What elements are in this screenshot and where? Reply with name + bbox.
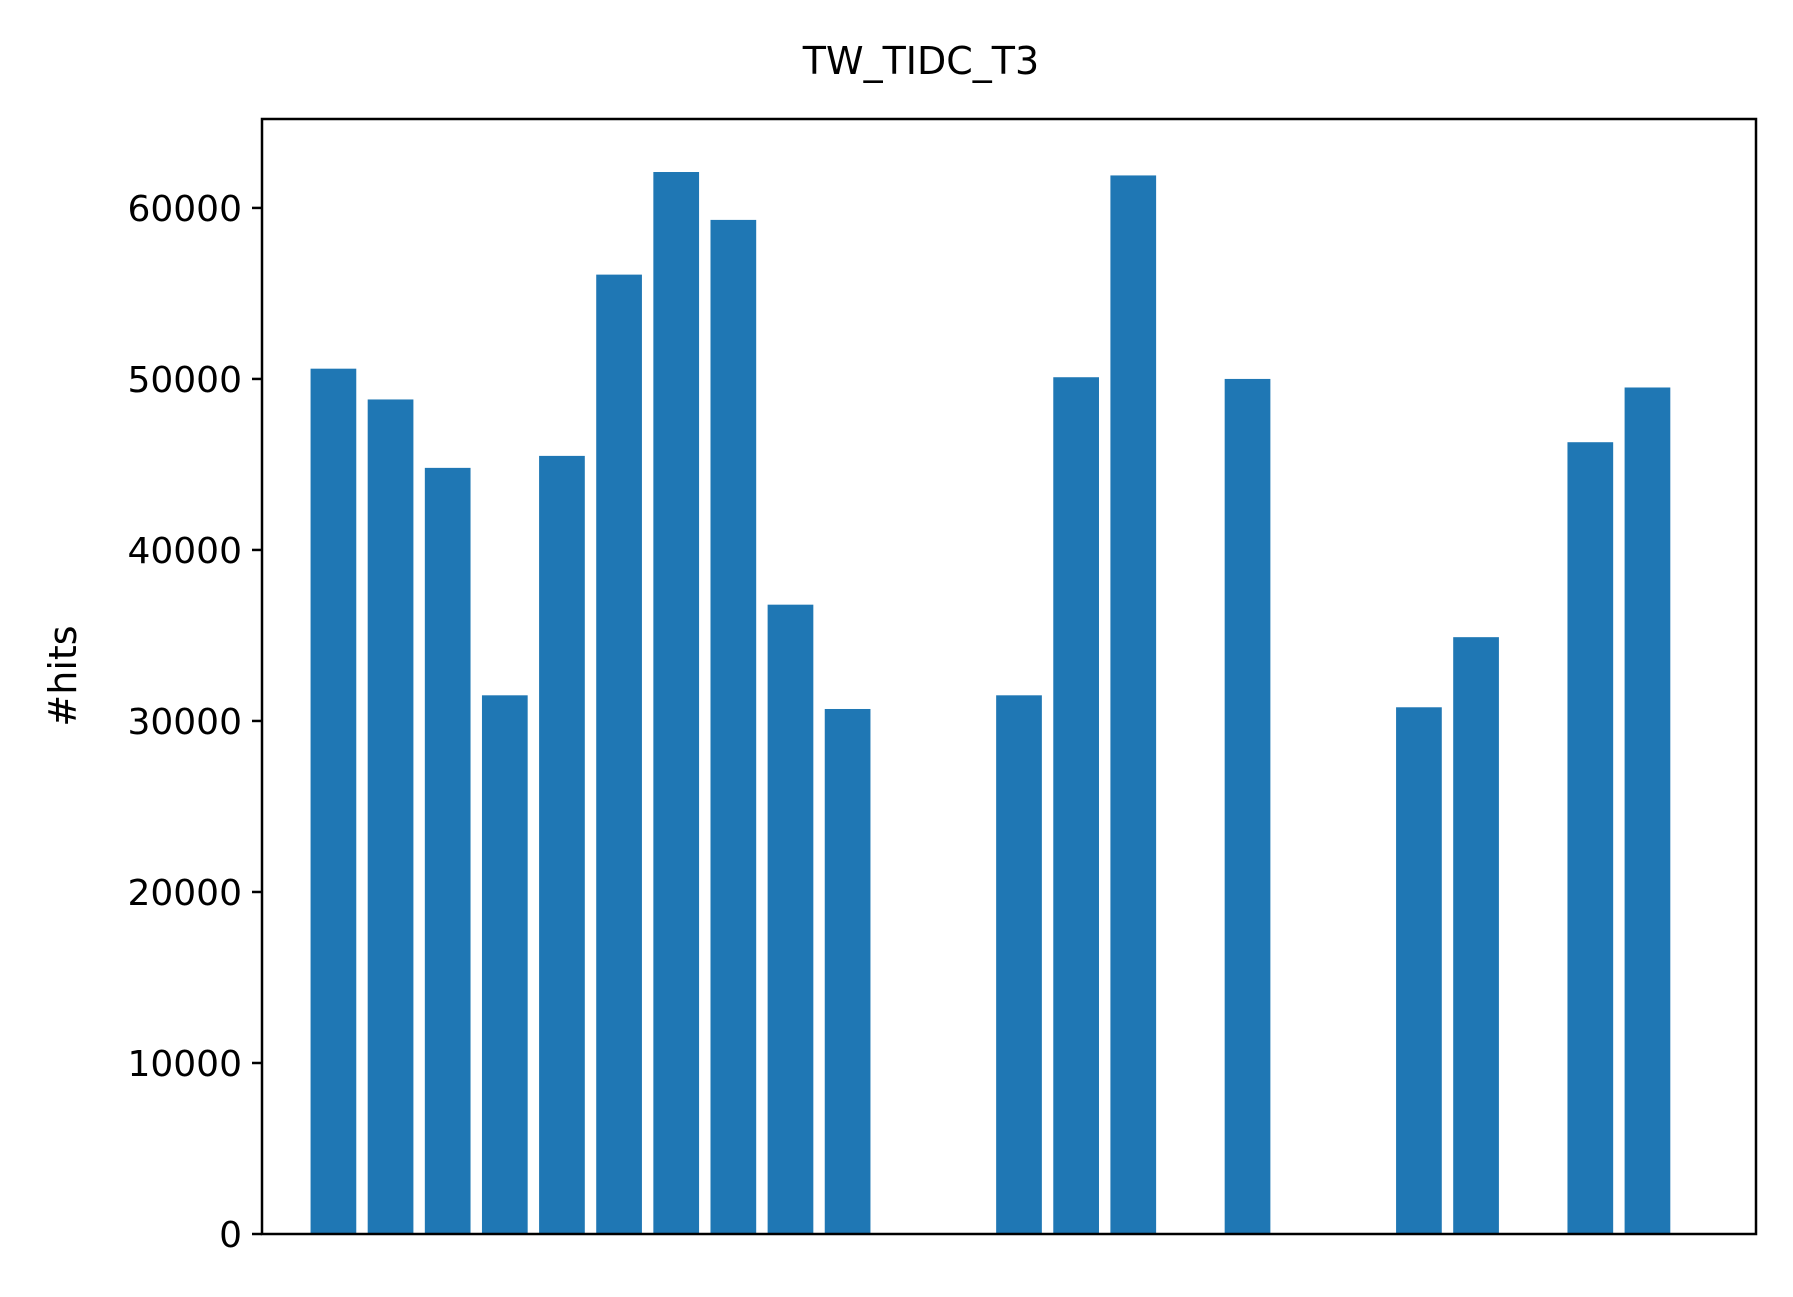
bar-6: [596, 274, 642, 1234]
bar-4: [481, 695, 528, 1234]
y-tick-label: 40000: [127, 531, 242, 572]
y-tick-label: 30000: [127, 702, 242, 743]
y-tick-label: 0: [219, 1215, 242, 1256]
bar-5: [539, 455, 585, 1234]
y-axis-label: #hits: [41, 625, 85, 726]
bar-10: [824, 708, 871, 1234]
bar-20: [1396, 707, 1442, 1234]
plot-frame: [260, 117, 1758, 1236]
bar-17: [1224, 378, 1271, 1234]
bar-3: [424, 467, 471, 1234]
bar-15: [1110, 175, 1157, 1235]
bar-7: [653, 172, 700, 1234]
y-tick-label: 50000: [127, 360, 242, 401]
bar-14: [1053, 377, 1099, 1235]
y-ticks-group: 0 10000 20000 30000 40000 50000 60000: [127, 189, 262, 1256]
bars-group: [310, 172, 1671, 1235]
bar-2: [367, 399, 414, 1235]
bar-24: [1624, 387, 1671, 1234]
bar-9: [767, 604, 814, 1234]
bar-23: [1567, 442, 1614, 1235]
bar-21: [1453, 637, 1499, 1234]
y-tick-label: 10000: [127, 1044, 242, 1085]
y-tick-label: 60000: [127, 189, 242, 230]
bar-1: [310, 368, 357, 1234]
bar-8: [710, 219, 757, 1234]
y-tick-label: 20000: [127, 873, 242, 914]
chart-title: TW_TIDC_T3: [802, 39, 1039, 83]
bar-13: [996, 695, 1042, 1234]
